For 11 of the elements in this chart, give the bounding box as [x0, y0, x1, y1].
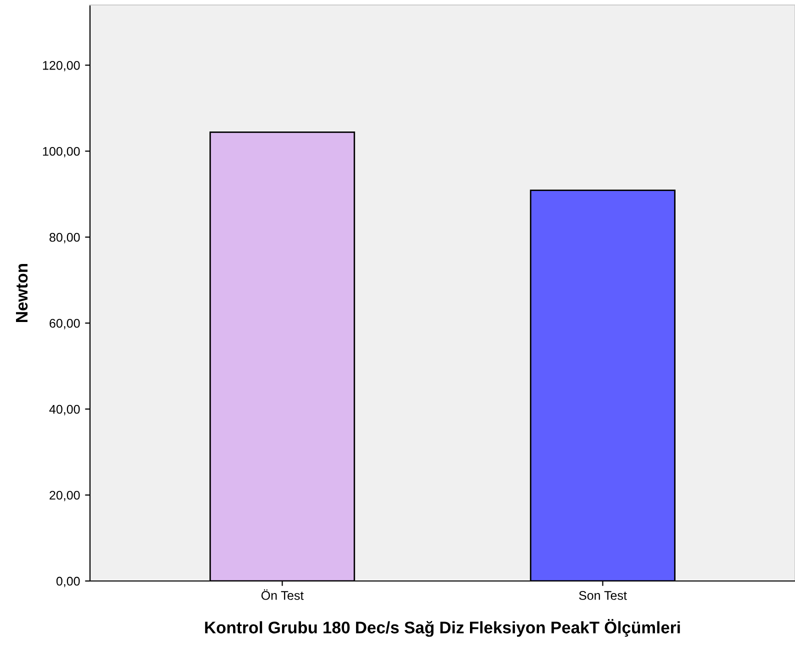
- y-tick-label: 80,00: [50, 232, 80, 244]
- y-tick-label: 60,00: [50, 318, 80, 330]
- y-tick-label: 40,00: [49, 404, 80, 416]
- x-tick-label: Son Test: [579, 591, 627, 600]
- y-tick-label: 100,00: [43, 146, 80, 158]
- x-axis-title: Kontrol Grubu 180 Dec/s Sağ Diz Fleksiyon PeakT Ölçümleri: [205, 619, 680, 637]
- y-tick-label: 120,00: [43, 60, 80, 72]
- y-tick-label: 0,00: [56, 576, 80, 588]
- y-tick-label: 20,00: [50, 490, 80, 502]
- x-tick-label: Ön Test: [261, 589, 304, 600]
- y-axis-title: Newton: [16, 264, 28, 322]
